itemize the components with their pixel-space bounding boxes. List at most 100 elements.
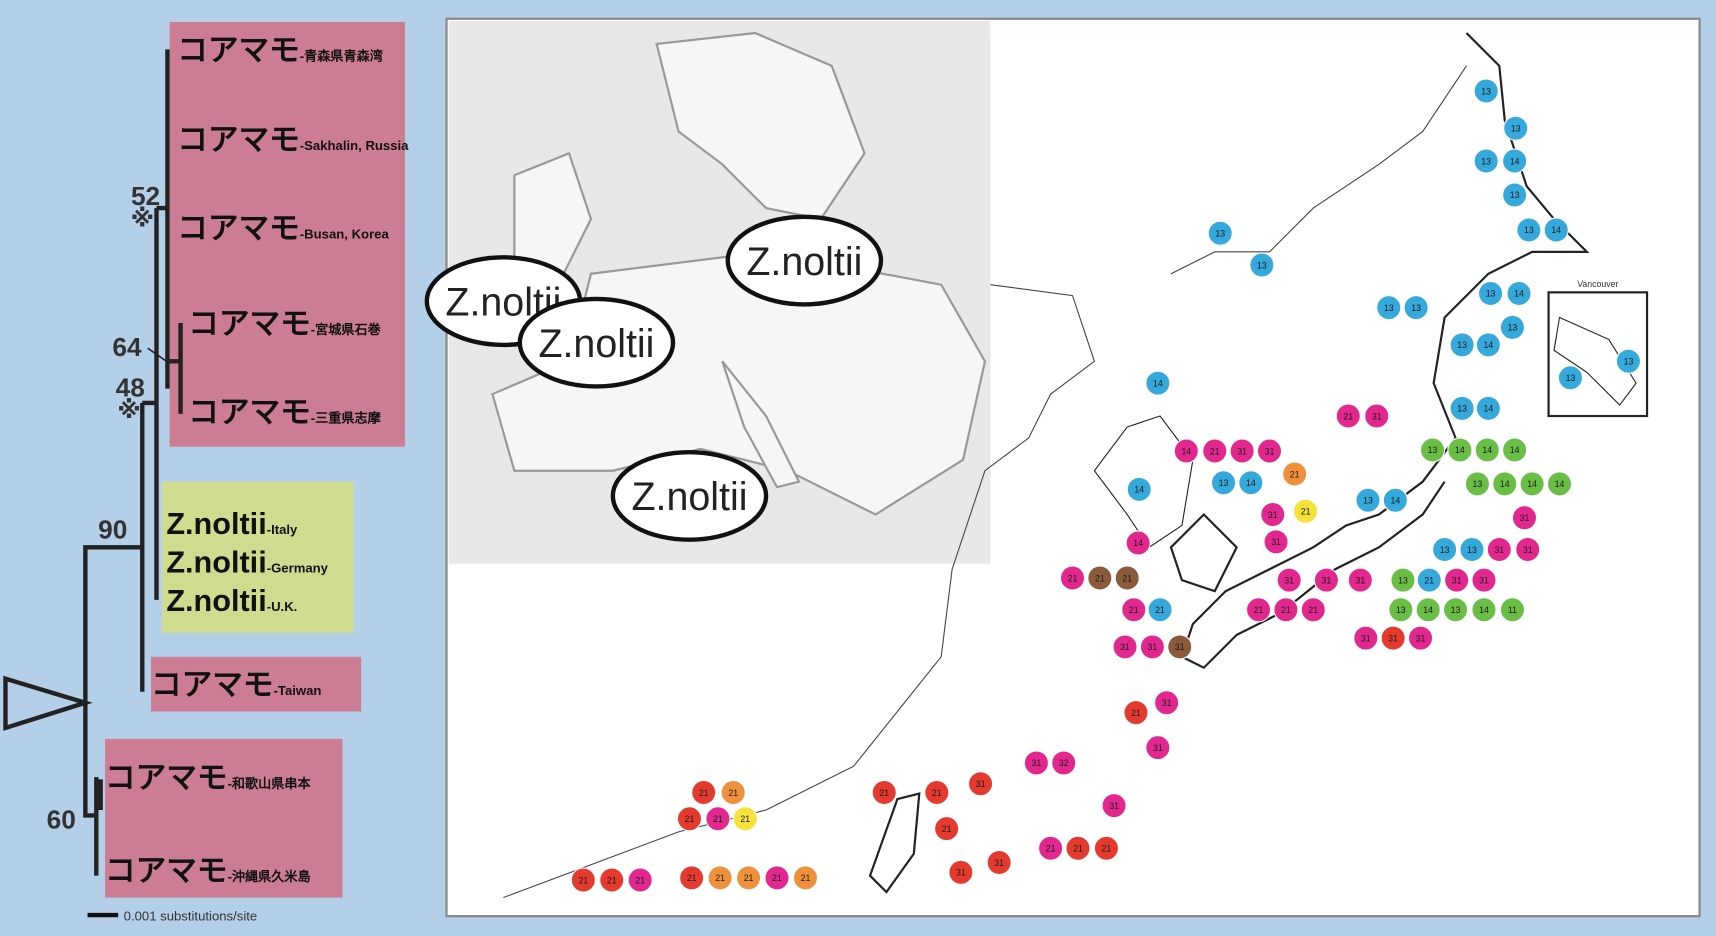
population-marker bbox=[1506, 280, 1532, 307]
haplotype-label: 31 bbox=[1120, 642, 1130, 652]
haplotype-label: 31 bbox=[1388, 633, 1398, 643]
population-marker bbox=[1502, 437, 1528, 463]
population-marker bbox=[599, 867, 625, 893]
haplotype-label: 21 bbox=[744, 873, 754, 883]
population-marker bbox=[1038, 835, 1064, 861]
vancouver-island bbox=[1553, 316, 1637, 406]
clade-box bbox=[105, 738, 343, 898]
population-marker bbox=[924, 779, 950, 806]
population-marker bbox=[1432, 536, 1458, 563]
haplotype-label: 31 bbox=[1452, 575, 1462, 585]
clade-box bbox=[169, 22, 405, 447]
haplotype-label: 21 bbox=[1131, 708, 1141, 718]
korea bbox=[1093, 415, 1194, 549]
population-marker bbox=[764, 865, 790, 891]
haplotype-label: 13 bbox=[1457, 404, 1467, 414]
population-marker bbox=[967, 771, 994, 797]
population-marker bbox=[1511, 505, 1538, 531]
leaf-name: コアマモ bbox=[177, 33, 300, 67]
population-marker bbox=[1477, 280, 1504, 307]
support-value: ※ bbox=[131, 206, 154, 233]
population-marker bbox=[1147, 597, 1173, 623]
leaf-label: Z.noltii-Germany bbox=[166, 546, 328, 580]
haplotype-label: 13 bbox=[1257, 260, 1267, 270]
haplotype-label: 21 bbox=[1281, 605, 1291, 615]
population-marker bbox=[1499, 314, 1526, 340]
haplotype-label: 21 bbox=[1073, 844, 1083, 854]
population-marker bbox=[1380, 625, 1406, 651]
haplotype-label: 21 bbox=[607, 875, 617, 885]
population-marker bbox=[1459, 536, 1485, 563]
population-marker bbox=[1355, 487, 1381, 513]
haplotype-label: 14 bbox=[1510, 156, 1520, 166]
leaf-name: コアマモ bbox=[151, 668, 274, 702]
species-label: Z.noltii bbox=[631, 475, 747, 519]
haplotype-label: 21 bbox=[942, 824, 952, 834]
japan bbox=[1169, 512, 1238, 593]
population-marker bbox=[1447, 437, 1473, 463]
branch bbox=[147, 347, 171, 365]
population-marker bbox=[1139, 634, 1165, 660]
haplotype-label: 21 bbox=[1102, 844, 1112, 854]
population-marker bbox=[1464, 471, 1491, 497]
leaf-name: Z.noltii bbox=[166, 507, 266, 541]
population-marker bbox=[1382, 487, 1408, 513]
support-value: ※ bbox=[117, 397, 140, 424]
haplotype-label: 21 bbox=[635, 875, 645, 885]
leaf-name: Z.noltii bbox=[166, 546, 266, 580]
haplotype-label: 21 bbox=[1068, 573, 1078, 583]
population-marker bbox=[1403, 295, 1429, 321]
haplotype-label: 13 bbox=[1457, 340, 1467, 350]
leaf-locality: -Busan, Korea bbox=[300, 227, 390, 242]
haplotype-label: 13 bbox=[1440, 545, 1450, 555]
haplotype-label: 21 bbox=[1129, 605, 1139, 615]
haplotype-label: 31 bbox=[994, 858, 1004, 868]
haplotype-label: 13 bbox=[1511, 123, 1521, 133]
leaf-label: Z.noltii-U.K. bbox=[166, 584, 297, 618]
leaf-name: コアマモ bbox=[105, 854, 228, 888]
clade-box bbox=[161, 481, 354, 633]
haplotype-label: 31 bbox=[1032, 758, 1042, 768]
haplotype-label: 13 bbox=[1411, 303, 1421, 313]
population-marker bbox=[1416, 567, 1442, 593]
population-marker bbox=[934, 816, 960, 842]
population-marker bbox=[1173, 438, 1199, 464]
population-marker bbox=[1125, 530, 1151, 556]
haplotype-label: 13 bbox=[1398, 575, 1408, 585]
haplotype-label: 21 bbox=[715, 873, 725, 883]
population-marker bbox=[1249, 252, 1275, 278]
population-marker bbox=[1388, 597, 1414, 623]
population-marker bbox=[1210, 470, 1237, 496]
haplotype-label: 31 bbox=[1479, 575, 1489, 585]
haplotype-label: 14 bbox=[1479, 605, 1489, 615]
population-marker bbox=[1145, 370, 1171, 396]
population-marker bbox=[570, 867, 596, 893]
haplotype-label: 13 bbox=[1481, 156, 1491, 166]
population-marker bbox=[1167, 634, 1193, 660]
population-marker bbox=[1471, 597, 1497, 623]
population-marker bbox=[705, 806, 731, 832]
population-marker bbox=[1065, 835, 1091, 861]
population-marker bbox=[1364, 403, 1390, 429]
population-marker bbox=[1263, 529, 1289, 555]
haplotype-label: 31 bbox=[1148, 642, 1158, 652]
population-marker bbox=[1442, 597, 1469, 623]
leaf-label: コアマモ-和歌山県串本 bbox=[105, 761, 312, 795]
haplotype-label: 31 bbox=[1355, 575, 1365, 585]
population-marker bbox=[948, 859, 974, 885]
haplotype-label: 31 bbox=[1494, 545, 1504, 555]
tree-branches bbox=[3, 49, 183, 876]
haplotype-label: 13 bbox=[1384, 303, 1394, 313]
population-marker bbox=[1093, 835, 1120, 861]
haplotype-label: 14 bbox=[1153, 378, 1163, 388]
population-marker bbox=[1503, 115, 1529, 141]
leaf-locality: -宮城県石巻 bbox=[311, 321, 382, 337]
haplotype-label: 14 bbox=[1134, 485, 1144, 495]
haplotype-label: 14 bbox=[1482, 445, 1492, 455]
leaf-name: コアマモ bbox=[188, 307, 311, 341]
population-marker bbox=[1473, 148, 1499, 174]
inset-label: Vancouver bbox=[1577, 279, 1618, 289]
